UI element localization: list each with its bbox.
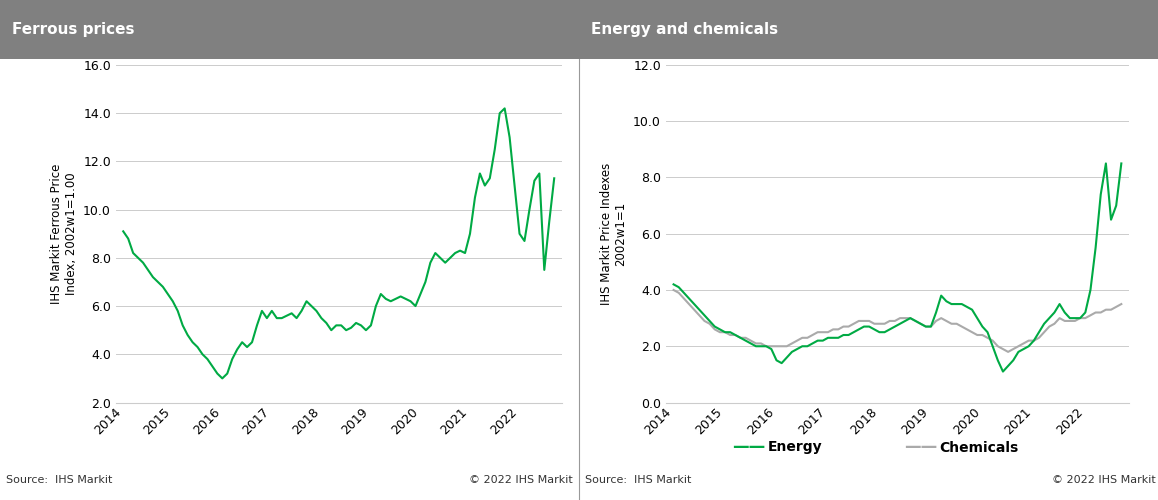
Energy xyxy=(888,324,902,330)
Chemicals xyxy=(667,287,681,293)
Energy xyxy=(1114,160,1128,166)
Chemicals xyxy=(929,318,943,324)
Text: © 2022 IHS Markit: © 2022 IHS Markit xyxy=(1051,475,1156,485)
Text: ——: —— xyxy=(733,438,765,456)
Text: Source:  IHS Markit: Source: IHS Markit xyxy=(6,475,112,485)
Chemicals xyxy=(888,318,902,324)
Energy xyxy=(790,346,804,352)
Y-axis label: IHS Markit Price Indexes
2002w1=1: IHS Markit Price Indexes 2002w1=1 xyxy=(600,162,628,305)
Text: © 2022 IHS Markit: © 2022 IHS Markit xyxy=(469,475,573,485)
Chemicals xyxy=(790,338,804,344)
Energy xyxy=(1021,343,1035,349)
Text: Chemicals: Chemicals xyxy=(939,440,1018,454)
Energy xyxy=(996,368,1010,374)
Energy xyxy=(929,310,943,316)
Chemicals xyxy=(796,335,809,341)
Text: ——: —— xyxy=(904,438,937,456)
Line: Energy: Energy xyxy=(674,164,1121,372)
Chemicals xyxy=(677,296,691,302)
Chemicals xyxy=(1089,310,1102,316)
Y-axis label: IHS Markit Ferrous Price
Index, 2002w1=1.00: IHS Markit Ferrous Price Index, 2002w1=1… xyxy=(50,164,78,304)
Text: Source:  IHS Markit: Source: IHS Markit xyxy=(585,475,691,485)
Chemicals xyxy=(1002,349,1016,355)
Line: Chemicals: Chemicals xyxy=(674,290,1121,352)
Text: Energy: Energy xyxy=(768,440,822,454)
Energy xyxy=(1099,160,1113,166)
Text: Ferrous prices: Ferrous prices xyxy=(12,22,134,37)
Text: Energy and chemicals: Energy and chemicals xyxy=(591,22,778,37)
Chemicals xyxy=(1114,301,1128,307)
Energy xyxy=(796,343,809,349)
Energy xyxy=(667,282,681,288)
Energy xyxy=(677,290,691,296)
